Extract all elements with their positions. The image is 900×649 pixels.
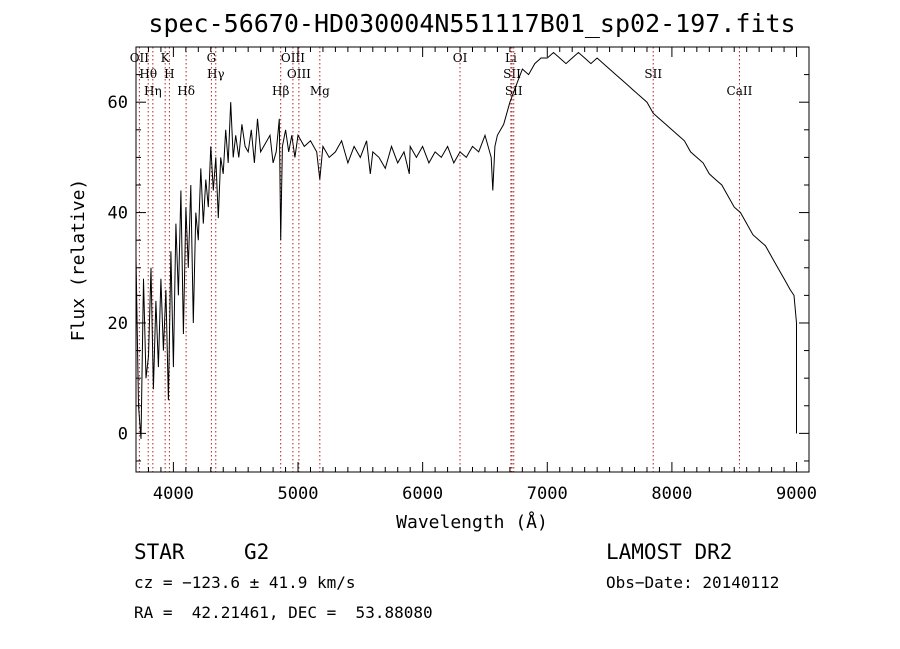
line-markers: OIIHθHηKHHδGHγHβOIIIOIIIMgOISIISIILiSIIC… [130,47,753,472]
y-axis-label: Flux (relative) [68,179,89,342]
chart-title: spec-56670-HD030004N551117B01_sp02-197.f… [148,9,795,38]
line-marker-label: Hγ [207,67,225,81]
line-marker-label: H [164,67,174,81]
x-axis-label: Wavelength (Å) [396,511,548,533]
plot-frame [135,46,810,473]
line-marker-label: OI [453,51,468,65]
y-axis: 0 20 40 60 [108,46,809,462]
x-tick-label: 8000 [651,484,692,504]
obs-date: Obs−Date: 20140112 [606,573,780,592]
spectrum-chart: spec-56670-HD030004N551117B01_sp02-197.f… [68,9,817,533]
object-subclass: G2 [244,540,270,564]
survey-name: LAMOST DR2 [606,540,733,564]
line-marker-label: Li [505,51,517,65]
line-marker-label: Hθ [139,67,157,81]
line-marker-label: Mg [310,84,330,98]
line-marker-label: Hδ [177,84,195,98]
object-type: STAR [134,540,185,564]
x-tick-label: 7000 [527,484,568,504]
line-marker-label: SII [644,67,662,81]
line-marker-label: Hη [144,84,162,98]
line-marker-label: OIII [281,51,305,65]
x-tick-label: 6000 [402,484,443,504]
line-marker-label: CaII [727,84,753,98]
y-tick-label: 40 [108,204,128,224]
line-marker-label: OIII [287,67,311,81]
line-marker-label: SII [503,67,521,81]
line-marker-label: K [161,51,171,65]
ra-dec: RA = 42.21461, DEC = 53.88080 [134,603,433,622]
redshift-info: cz = −123.6 ± 41.9 km/s [134,573,356,592]
line-marker-label: Hβ [272,84,289,98]
x-tick-label: 5000 [278,484,319,504]
y-tick-label: 20 [108,314,128,334]
spectrum-line [135,51,797,439]
line-marker-label: G [207,51,217,65]
y-tick-label: 0 [118,424,128,444]
x-tick-label: 9000 [776,484,817,504]
line-marker-label: OII [130,51,150,65]
x-axis: 4000 5000 6000 7000 8000 9000 [135,47,817,504]
x-tick-label: 4000 [153,484,194,504]
y-tick-label: 60 [108,93,128,113]
